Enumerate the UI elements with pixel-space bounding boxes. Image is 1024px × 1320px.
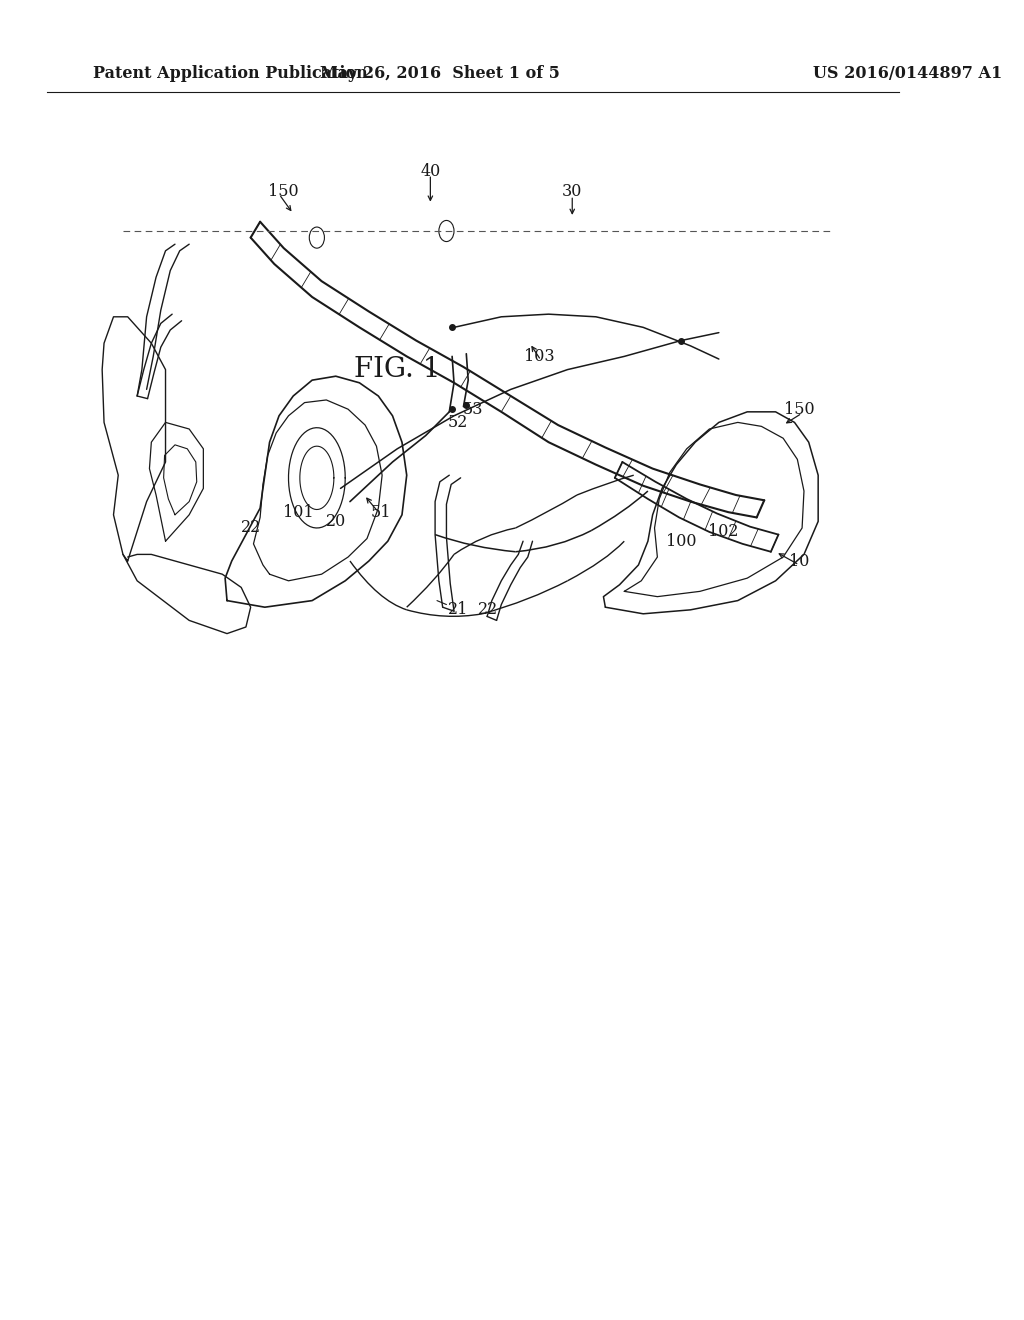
- Text: 51: 51: [371, 504, 391, 520]
- Text: 150: 150: [784, 401, 814, 417]
- Text: 22: 22: [478, 602, 499, 618]
- Text: 30: 30: [562, 183, 583, 199]
- Text: 52: 52: [447, 414, 468, 430]
- Text: Patent Application Publication: Patent Application Publication: [93, 66, 368, 82]
- Text: 103: 103: [524, 348, 554, 364]
- Text: US 2016/0144897 A1: US 2016/0144897 A1: [813, 66, 1002, 82]
- Text: 21: 21: [447, 602, 468, 618]
- Text: FIG. 1: FIG. 1: [354, 356, 440, 383]
- Text: 102: 102: [709, 524, 739, 540]
- Text: 40: 40: [420, 164, 440, 180]
- Text: May 26, 2016  Sheet 1 of 5: May 26, 2016 Sheet 1 of 5: [319, 66, 560, 82]
- Text: 53: 53: [463, 401, 483, 417]
- Text: 22: 22: [241, 520, 261, 536]
- Text: 20: 20: [326, 513, 346, 529]
- Text: 101: 101: [283, 504, 313, 520]
- Text: 10: 10: [790, 553, 809, 569]
- Text: 100: 100: [666, 533, 696, 549]
- Text: 150: 150: [268, 183, 299, 199]
